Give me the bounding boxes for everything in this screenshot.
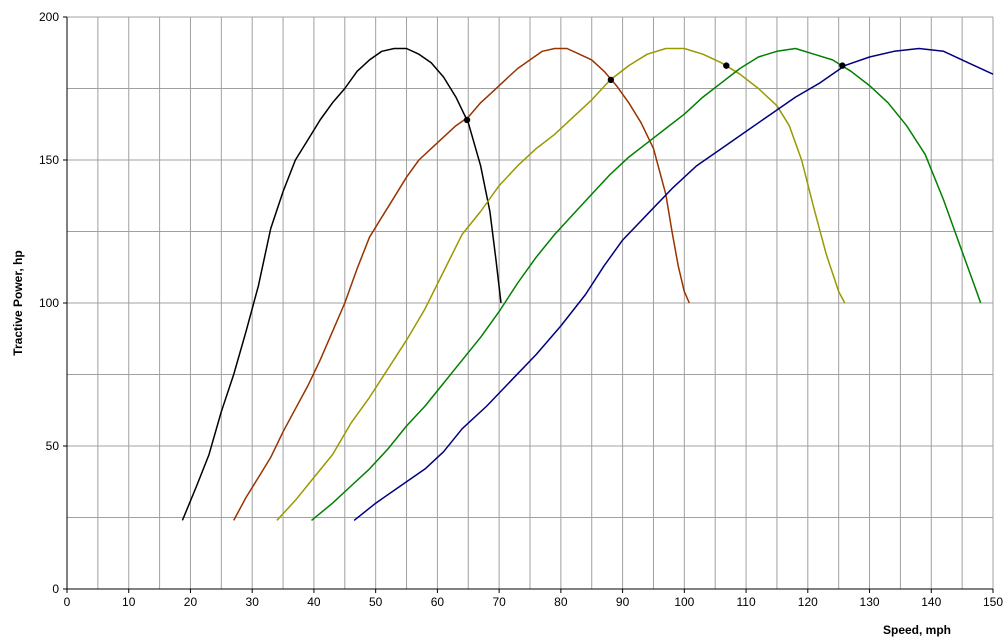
x-tick-label: 80: [554, 595, 568, 609]
x-tick-label: 90: [616, 595, 630, 609]
x-tick-label: 120: [798, 595, 818, 609]
x-tick-label: 100: [674, 595, 694, 609]
x-tick-label: 60: [431, 595, 445, 609]
x-tick-label: 150: [983, 595, 1003, 609]
x-tick-label: 10: [122, 595, 136, 609]
series-line-5: [353, 47, 994, 521]
series-line-4: [311, 47, 982, 521]
series-line-3: [276, 47, 846, 521]
x-tick-label: 30: [246, 595, 260, 609]
x-tick-label: 40: [307, 595, 321, 609]
series-line-2: [233, 47, 690, 521]
x-tick-label: 110: [736, 595, 755, 609]
x-tick-labels: 0 10 20 30 40 50 60 70 80 90 100 110 120 130 140 150: [64, 589, 1003, 609]
intersection-marker: [723, 62, 730, 69]
x-tick-label: 0: [64, 595, 71, 609]
x-tick-label: 130: [860, 595, 880, 609]
y-tick-label: 100: [39, 296, 59, 310]
gridlines: [67, 16, 994, 589]
series-line-1: [181, 47, 502, 521]
x-tick-label: 20: [184, 595, 198, 609]
x-axis-title: Speed, mph: [883, 623, 951, 637]
y-tick-label: 200: [39, 10, 59, 24]
y-tick-label: 0: [52, 582, 59, 596]
series-layer: [181, 47, 994, 521]
intersection-markers: [463, 62, 846, 124]
y-tick-label: 50: [46, 439, 60, 453]
y-axis-title: Tractive Power, hp: [11, 250, 25, 355]
intersection-marker: [607, 76, 615, 84]
y-tick-label: 150: [39, 153, 59, 167]
x-tick-label: 70: [492, 595, 506, 609]
y-tick-labels: 0 50 100 150 200: [39, 10, 67, 596]
intersection-marker: [463, 116, 471, 124]
intersection-marker: [839, 62, 846, 69]
x-tick-label: 50: [369, 595, 383, 609]
x-tick-label: 140: [921, 595, 941, 609]
